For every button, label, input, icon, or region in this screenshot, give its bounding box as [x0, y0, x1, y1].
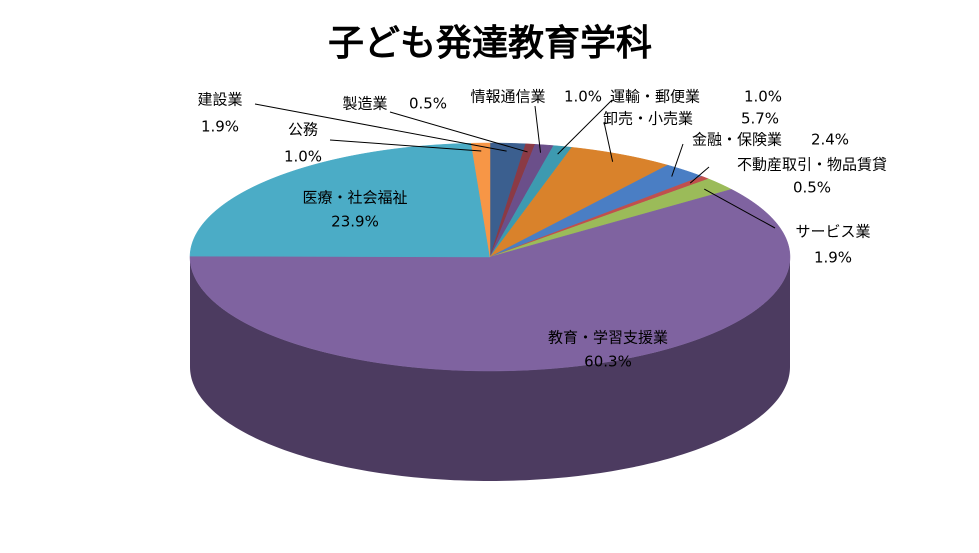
slice [470, 142, 491, 258]
leader-line [671, 143, 684, 177]
value-label: 5.7% [741, 110, 779, 128]
value-label: 2.4% [811, 131, 849, 149]
chart-title: 子ども発達教育学科 [328, 22, 652, 64]
slice-label: 製造業 [342, 95, 387, 113]
value-label: 23.9% [331, 213, 379, 231]
leader-line [689, 166, 710, 184]
slice-label: 情報通信業 [470, 88, 545, 106]
slice-label: 金融・保険業 [692, 131, 782, 149]
value-label: 0.5% [793, 179, 831, 197]
leader-line [704, 188, 776, 229]
leader-line [557, 99, 613, 155]
slice [189, 142, 491, 258]
value-label: 1.9% [201, 118, 239, 136]
slice [489, 147, 669, 258]
value-label: 1.0% [744, 88, 782, 106]
slice-label: 卸売・小売業 [603, 110, 693, 128]
slice-label: 公務 [288, 121, 318, 139]
slice-label: 医療・社会福祉 [302, 189, 407, 207]
slice-side [190, 257, 790, 481]
value-label: 0.5% [409, 95, 447, 113]
slice-label: サービス業 [795, 223, 870, 241]
slice [189, 189, 791, 372]
value-label: 60.3% [584, 353, 632, 371]
slice-label: 不動産取引・物品賃貸 [737, 156, 887, 174]
leader-line [329, 139, 482, 152]
leader-line [389, 111, 528, 153]
value-label: 1.0% [564, 88, 602, 106]
slice-label: 建設業 [197, 91, 242, 109]
slice-label: 運輸・郵便業 [610, 88, 700, 106]
slice-label: 教育・学習支援業 [548, 329, 668, 347]
value-label: 1.0% [284, 148, 322, 166]
slice [489, 178, 733, 258]
value-label: 1.9% [814, 249, 852, 267]
leader-line [254, 103, 507, 152]
leader-line [603, 121, 614, 162]
leader-line [534, 105, 542, 153]
